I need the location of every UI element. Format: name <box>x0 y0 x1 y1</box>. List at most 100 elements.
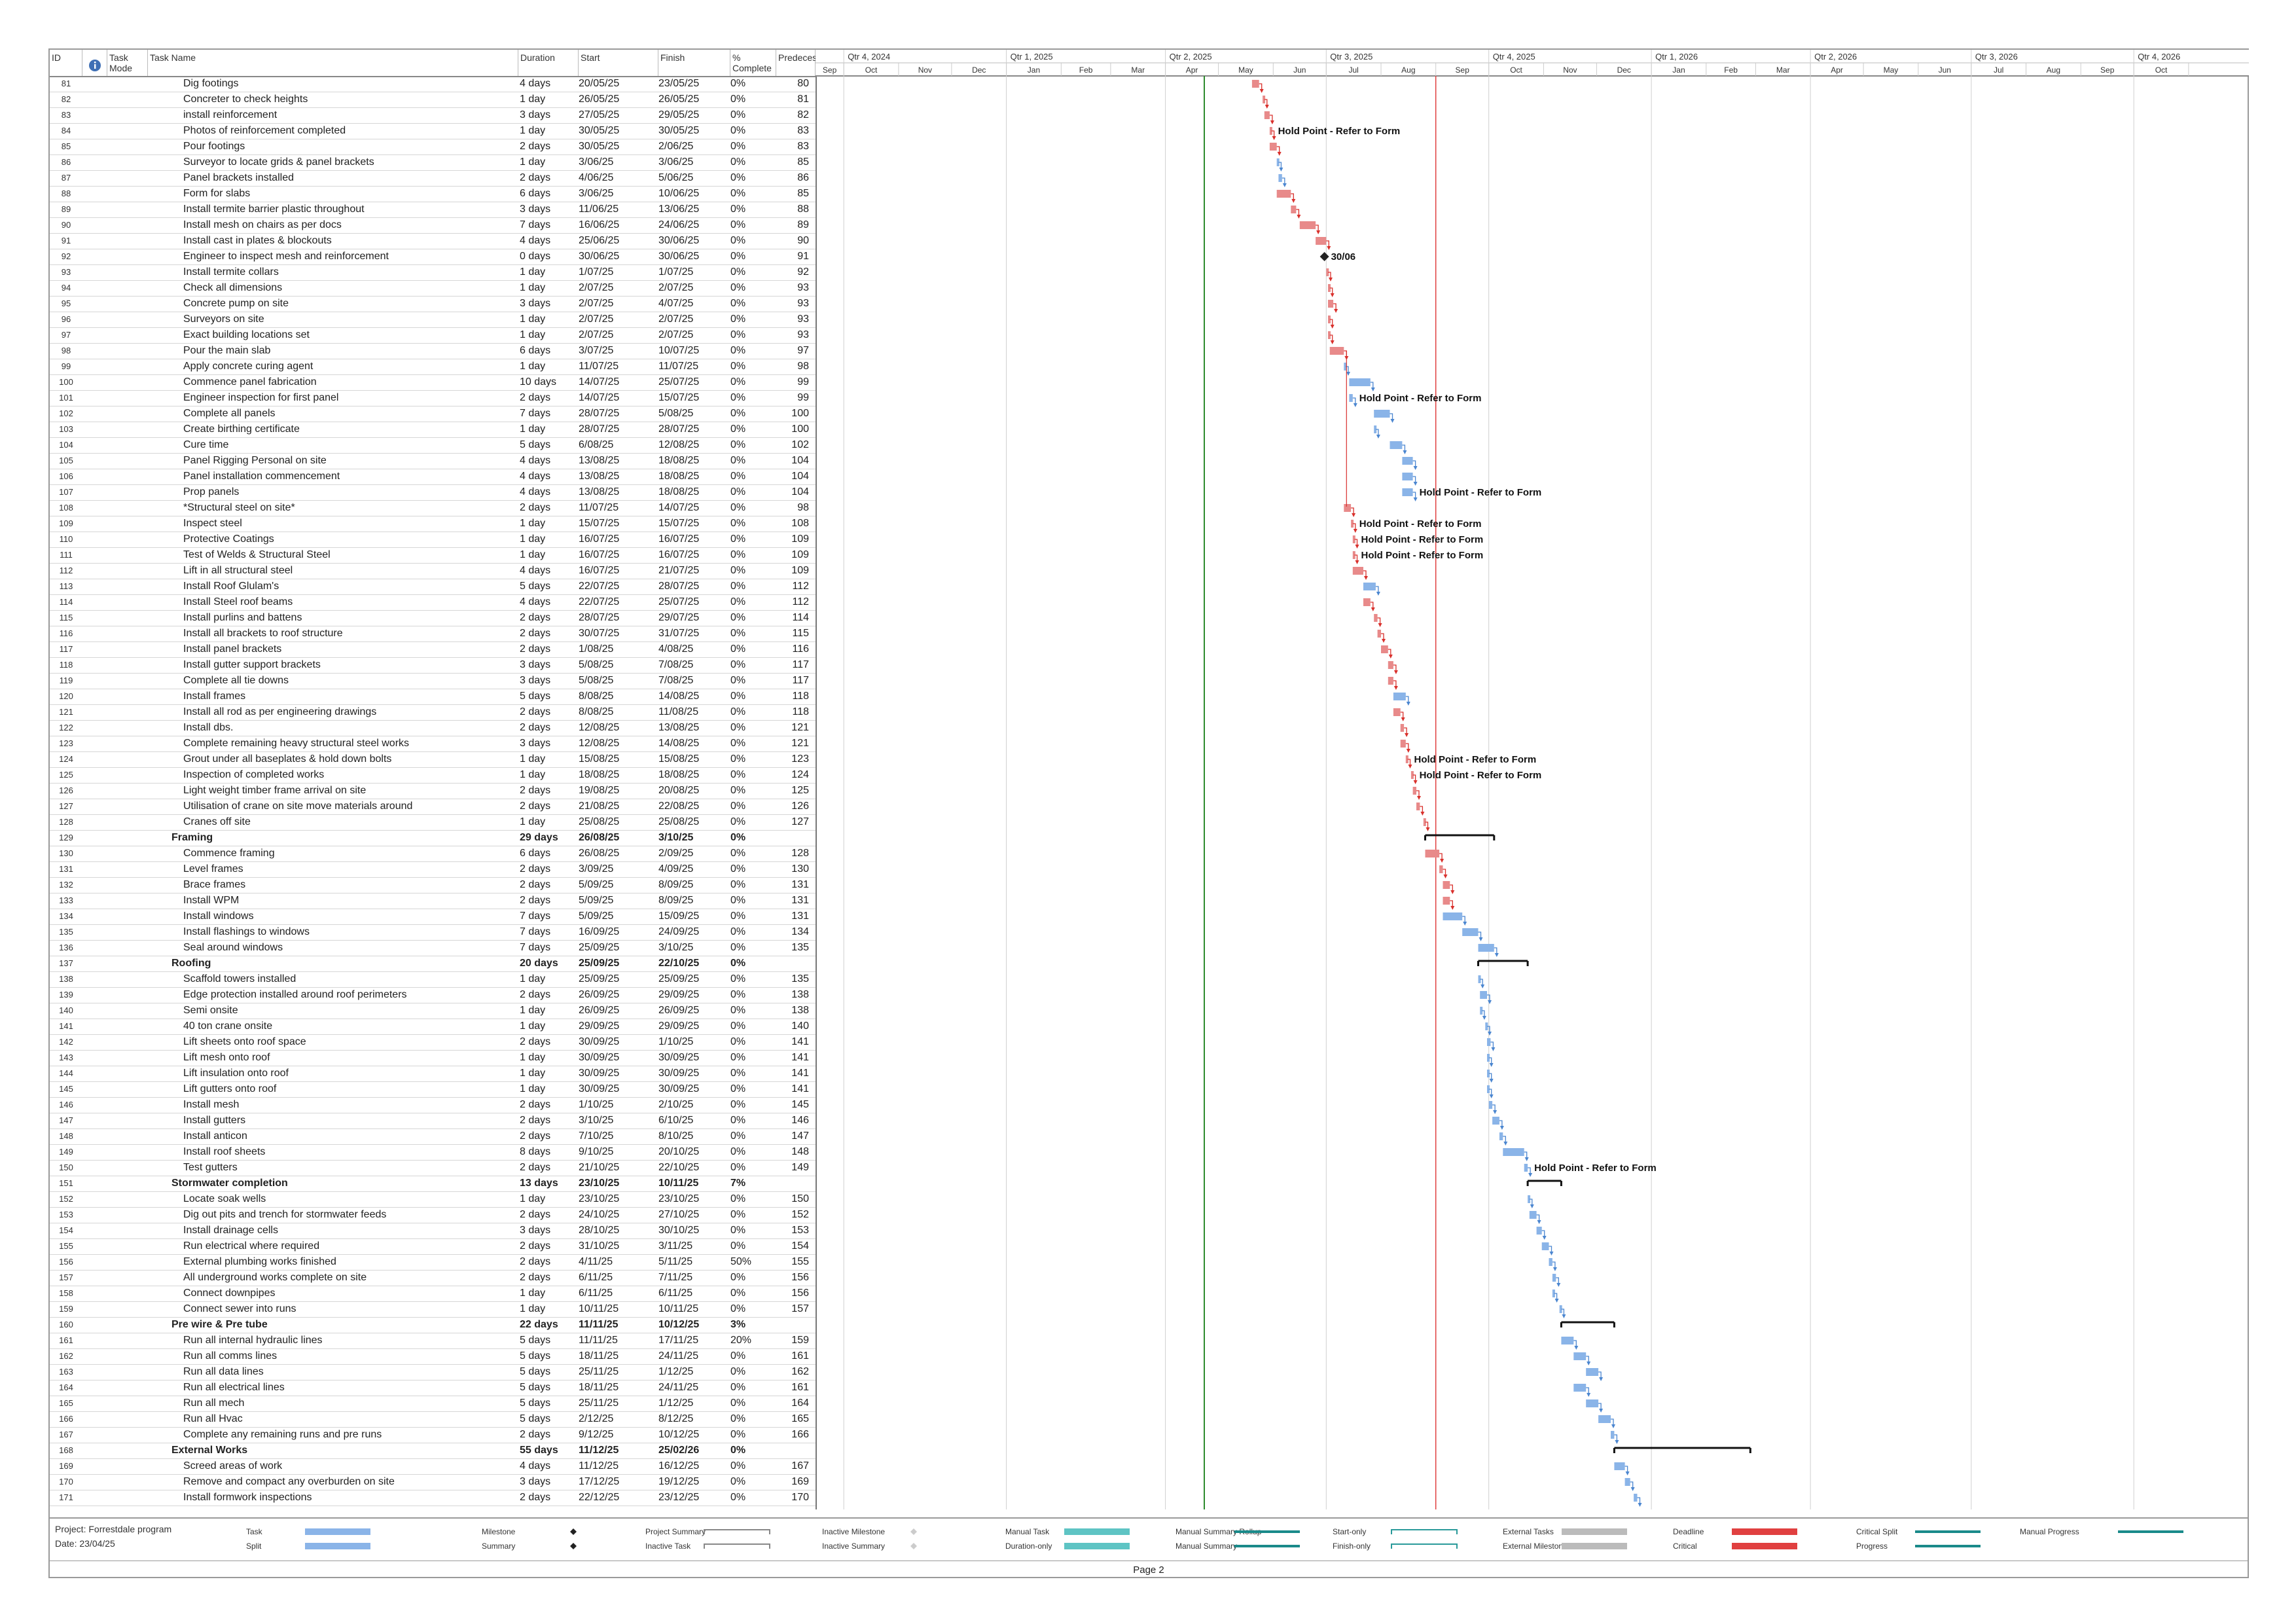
task-duration[interactable]: 13 days <box>520 1178 558 1189</box>
task-pct-complete[interactable]: 0% <box>730 408 746 419</box>
task-predecessors[interactable]: 98 <box>797 361 809 372</box>
task-predecessors[interactable]: 161 <box>791 1350 809 1362</box>
task-finish[interactable]: 30/09/25 <box>658 1068 700 1079</box>
task-duration[interactable]: 4 days <box>520 455 551 466</box>
task-predecessors[interactable]: 164 <box>791 1398 809 1409</box>
task-finish[interactable]: 25/07/25 <box>658 596 700 607</box>
task-start[interactable]: 4/11/25 <box>579 1256 613 1267</box>
table-row[interactable]: 91 Install cast in plates & blockouts 4 da… <box>50 233 816 249</box>
task-pct-complete[interactable]: 0% <box>730 1398 746 1409</box>
table-row[interactable]: 142 Lift sheets onto roof space 2 days 30/0… <box>50 1034 816 1051</box>
task-pct-complete[interactable]: 0% <box>730 722 746 733</box>
task-predecessors[interactable]: 89 <box>797 219 809 230</box>
task-start[interactable]: 30/05/25 <box>579 125 620 136</box>
table-row[interactable]: 115 Install purlins and battens 2 days 28/0… <box>50 610 816 626</box>
task-pct-complete[interactable]: 0% <box>730 204 746 215</box>
task-name[interactable]: Install WPM <box>183 895 240 906</box>
task-start[interactable]: 12/08/25 <box>579 722 620 733</box>
table-row[interactable]: 95 Concrete pump on site 3 days 2/07/25 4/07… <box>50 296 816 312</box>
task-name[interactable]: Cure time <box>183 439 229 450</box>
task-pct-complete[interactable]: 0% <box>730 1460 746 1471</box>
task-finish[interactable]: 15/07/25 <box>658 392 700 403</box>
table-row[interactable]: 106 Panel installation commencement 4 days… <box>50 469 816 485</box>
task-name[interactable]: Photos of reinforcement completed <box>183 125 346 136</box>
table-row[interactable]: 133 Install WPM 2 days 5/09/25 8/09/25 0% 131 <box>50 893 816 909</box>
task-duration[interactable]: 5 days <box>520 691 551 702</box>
task-name[interactable]: Commence framing <box>183 848 275 859</box>
task-duration[interactable]: 55 days <box>520 1445 558 1456</box>
task-predecessors[interactable]: 86 <box>797 172 809 183</box>
task-pct-complete[interactable]: 0% <box>730 643 746 655</box>
task-start[interactable]: 18/11/25 <box>579 1382 619 1393</box>
task-start[interactable]: 14/07/25 <box>579 392 620 403</box>
task-name[interactable]: Install gutters <box>183 1115 246 1126</box>
task-duration[interactable]: 4 days <box>520 1460 551 1471</box>
task-pct-complete[interactable]: 0% <box>730 439 746 450</box>
table-row[interactable]: 82 Concreter to check heights 1 day 26/05/2… <box>50 92 816 108</box>
table-row[interactable]: 171 Install formwork inspections 2 days 22/… <box>50 1490 816 1506</box>
task-predecessors[interactable]: 109 <box>791 549 809 560</box>
task-start[interactable]: 4/06/25 <box>579 172 614 183</box>
task-finish[interactable]: 16/07/25 <box>658 533 700 545</box>
task-name[interactable]: Framing <box>171 832 213 843</box>
task-finish[interactable]: 8/09/25 <box>658 895 694 906</box>
task-start[interactable]: 5/09/25 <box>579 911 614 922</box>
table-row[interactable]: 123 Complete remaining heavy structural s… <box>50 736 816 752</box>
task-finish[interactable]: 1/07/25 <box>658 266 694 278</box>
task-name[interactable]: Run electrical where required <box>183 1240 320 1252</box>
table-row[interactable]: 166 Run all Hvac 5 days 2/12/25 8/12/25 0% 165 <box>50 1411 816 1428</box>
task-finish[interactable]: 5/06/25 <box>658 172 694 183</box>
task-name[interactable]: Run all Hvac <box>183 1413 243 1424</box>
table-row[interactable]: 127 Utilisation of crane on site move mat… <box>50 799 816 815</box>
table-row[interactable]: 155 Run electrical where required 2 days 31… <box>50 1238 816 1255</box>
task-duration[interactable]: 4 days <box>520 596 551 607</box>
task-name[interactable]: Create birthing certificate <box>183 424 300 435</box>
table-row[interactable]: 170 Remove and compact any overburden on … <box>50 1474 816 1490</box>
task-start[interactable]: 25/08/25 <box>579 816 620 827</box>
task-finish[interactable]: 29/09/25 <box>658 989 700 1000</box>
task-duration[interactable]: 1 day <box>520 816 546 827</box>
task-name[interactable]: Complete remaining heavy structural stee… <box>183 738 410 749</box>
col-duration-header[interactable]: Duration <box>518 50 579 76</box>
table-row[interactable]: 168 External Works 55 days 11/12/25 25/02/26… <box>50 1443 816 1459</box>
task-duration[interactable]: 2 days <box>520 172 551 183</box>
task-name[interactable]: Install mesh <box>183 1099 240 1110</box>
task-pct-complete[interactable]: 0% <box>730 125 746 136</box>
task-duration[interactable]: 2 days <box>520 1115 551 1126</box>
task-finish[interactable]: 3/11/25 <box>658 1240 693 1252</box>
task-finish[interactable]: 2/06/25 <box>658 141 694 152</box>
task-finish[interactable]: 4/07/25 <box>658 298 694 309</box>
task-pct-complete[interactable]: 0% <box>730 1445 746 1456</box>
task-start[interactable]: 25/09/25 <box>579 942 620 953</box>
task-predecessors[interactable]: 125 <box>791 785 809 796</box>
task-name[interactable]: Exact building locations set <box>183 329 310 340</box>
task-duration[interactable]: 7 days <box>520 911 551 922</box>
task-pct-complete[interactable]: 0% <box>730 345 746 356</box>
task-finish[interactable]: 23/05/25 <box>658 78 700 89</box>
task-predecessors[interactable]: 138 <box>791 1005 809 1016</box>
task-predecessors[interactable]: 162 <box>791 1366 809 1377</box>
task-duration[interactable]: 2 days <box>520 879 551 890</box>
task-finish[interactable]: 7/08/25 <box>658 675 694 686</box>
task-finish[interactable]: 28/07/25 <box>658 424 700 435</box>
task-pct-complete[interactable]: 0% <box>730 78 746 89</box>
task-start[interactable]: 1/10/25 <box>579 1099 614 1110</box>
task-name[interactable]: Lift gutters onto roof <box>183 1083 277 1094</box>
table-row[interactable]: 111 Test of Welds & Structural Steel 1 day… <box>50 547 816 564</box>
task-finish[interactable]: 1/12/25 <box>658 1398 694 1409</box>
table-row[interactable]: 93 Install termite collars 1 day 1/07/25 1/0… <box>50 264 816 281</box>
task-pct-complete[interactable]: 0% <box>730 911 746 922</box>
task-start[interactable]: 16/07/25 <box>579 565 620 576</box>
task-pct-complete[interactable]: 0% <box>730 235 746 246</box>
task-start[interactable]: 15/07/25 <box>579 518 620 529</box>
task-duration[interactable]: 2 days <box>520 722 551 733</box>
task-name[interactable]: Concreter to check heights <box>183 94 308 105</box>
task-name[interactable]: Panel brackets installed <box>183 172 294 183</box>
task-finish[interactable]: 30/09/25 <box>658 1052 700 1063</box>
task-predecessors[interactable]: 117 <box>792 659 809 670</box>
task-start[interactable]: 9/10/25 <box>579 1146 614 1157</box>
task-pct-complete[interactable]: 0% <box>730 1225 746 1236</box>
task-predecessors[interactable]: 130 <box>791 863 809 875</box>
task-predecessors[interactable]: 155 <box>791 1256 809 1267</box>
task-finish[interactable]: 25/09/25 <box>658 973 700 984</box>
